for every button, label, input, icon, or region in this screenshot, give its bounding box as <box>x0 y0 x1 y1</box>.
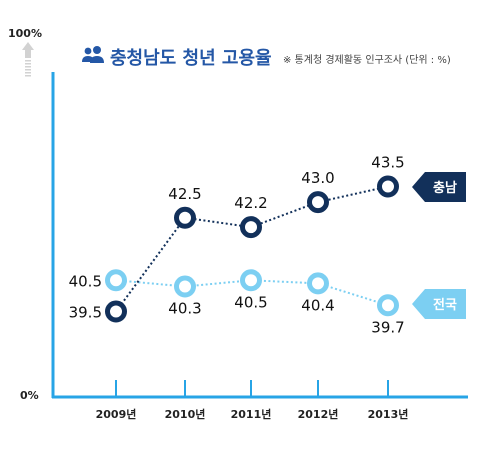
legend-label: 전국 <box>433 297 457 313</box>
data-label: 40.5 <box>234 293 267 311</box>
legend-arrow-shape <box>412 289 466 319</box>
data-point <box>105 300 127 323</box>
data-labels: 39.5 42.5 42.2 43.0 43.5 40.5 40.3 40.5 40.4 39.7 <box>69 154 405 337</box>
data-label: 43.5 <box>371 154 404 172</box>
y-axis-arrow-icon <box>22 42 34 77</box>
y-top-label: 100% <box>8 27 42 40</box>
legend-tag-1: 전국 <box>412 289 466 319</box>
x-tick-label: 2010년 <box>165 407 206 421</box>
data-label: 39.7 <box>371 318 404 336</box>
x-tick-label: 2009년 <box>96 407 137 421</box>
data-point <box>240 216 262 239</box>
people-icon <box>82 46 104 63</box>
data-label: 40.5 <box>69 272 102 290</box>
data-label: 43.0 <box>301 169 334 187</box>
x-tick-label: 2012년 <box>298 407 339 421</box>
data-point <box>377 294 399 317</box>
x-tick-labels: 2009년 2010년 2011년 2012년 2013년 <box>96 407 409 421</box>
data-point <box>105 269 127 292</box>
data-label: 39.5 <box>69 304 102 322</box>
data-point <box>307 191 329 214</box>
x-tick-label: 2013년 <box>368 407 409 421</box>
legend-tag-0: 충남 <box>412 172 466 202</box>
y-bottom-label: 0% <box>20 389 39 402</box>
legend-label: 충남 <box>433 180 457 196</box>
data-point <box>240 269 262 292</box>
data-point <box>174 275 196 298</box>
data-label: 42.2 <box>234 194 267 212</box>
data-label: 40.4 <box>301 296 334 314</box>
x-ticks <box>115 380 389 396</box>
data-point <box>307 272 329 295</box>
data-label: 40.3 <box>168 300 201 318</box>
legend-arrow-shape <box>412 172 466 202</box>
x-tick-label: 2011년 <box>231 407 272 421</box>
data-point <box>174 206 196 229</box>
data-point <box>377 175 399 198</box>
series-points <box>105 175 399 323</box>
chart-title: 충청남도 청년 고용율 <box>110 48 272 69</box>
source-note: ※ 통계청 경제활동 인구조사 (단위 : %) <box>283 53 451 66</box>
data-label: 42.5 <box>168 185 201 203</box>
series-line-0 <box>115 185 389 313</box>
